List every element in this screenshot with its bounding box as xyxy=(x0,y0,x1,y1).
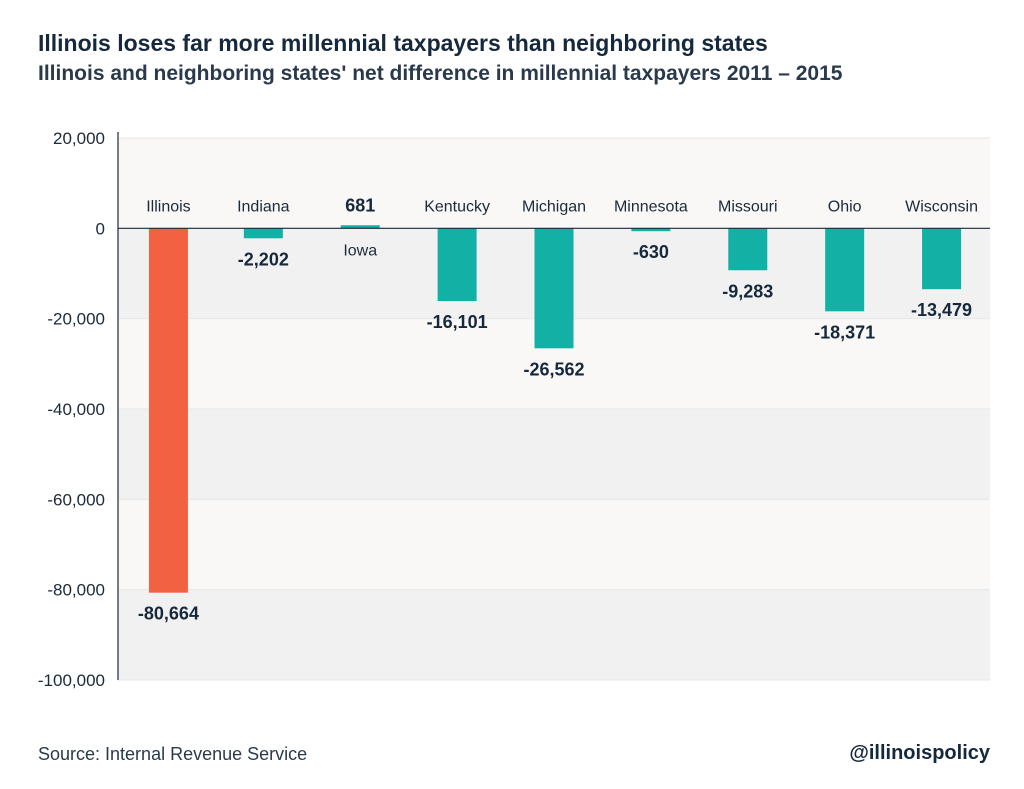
value-label: 681 xyxy=(345,195,375,215)
bar-iowa xyxy=(340,225,380,229)
bar-minnesota xyxy=(631,228,671,232)
bar-indiana xyxy=(243,228,283,239)
y-tick-label: -80,000 xyxy=(47,581,105,600)
bar-illinois xyxy=(148,228,188,593)
axes xyxy=(117,132,990,680)
value-label: -630 xyxy=(633,242,669,262)
background-band xyxy=(118,138,990,229)
value-label: -80,664 xyxy=(138,604,199,624)
chart-title: Illinois loses far more millennial taxpa… xyxy=(38,30,768,56)
bar-kentucky xyxy=(437,228,477,302)
category-label: Missouri xyxy=(718,198,778,215)
y-tick-label: -100,000 xyxy=(38,671,105,690)
y-tick-labels: 20,000 0 -20,000 -40,000 -60,000 -80,000 -100,… xyxy=(38,129,105,690)
background-band xyxy=(118,499,990,590)
category-labels: Illinois Indiana Iowa Kentucky Michigan Minne… xyxy=(146,198,978,259)
category-label: Minnesota xyxy=(614,198,688,215)
background-band xyxy=(118,589,990,680)
category-label: Ohio xyxy=(828,198,862,215)
value-label: -2,202 xyxy=(238,249,289,269)
category-label: Illinois xyxy=(146,198,190,215)
bars xyxy=(148,225,962,593)
value-label: -26,562 xyxy=(523,359,584,379)
chart-subtitle: Illinois and neighboring states' net dif… xyxy=(38,62,843,85)
category-label: Kentucky xyxy=(424,198,490,215)
bar-michigan xyxy=(534,228,574,349)
y-tick-label: -40,000 xyxy=(47,400,105,419)
category-label: Iowa xyxy=(343,242,377,259)
bar-missouri xyxy=(728,228,768,271)
value-label: -18,371 xyxy=(814,322,875,342)
y-tick-label: -60,000 xyxy=(47,490,105,509)
y-tick-label: 0 xyxy=(96,219,105,238)
value-label: -16,101 xyxy=(427,312,488,332)
y-tick-label: -20,000 xyxy=(47,310,105,329)
source-note: Source: Internal Revenue Service xyxy=(38,744,308,764)
value-labels: -80,664 -2,202 681 -16,101 -26,562 -630 -9,283… xyxy=(138,195,972,623)
background-band xyxy=(118,409,990,500)
value-label: -13,479 xyxy=(911,300,972,320)
bar-ohio xyxy=(825,228,865,312)
category-label: Michigan xyxy=(522,198,586,215)
brand-handle: @illinoispolicy xyxy=(849,742,990,764)
value-label: -9,283 xyxy=(722,281,773,301)
category-label: Indiana xyxy=(237,198,290,215)
category-label: Wisconsin xyxy=(905,198,978,215)
y-tick-label: 20,000 xyxy=(53,129,105,148)
bar-wisconsin xyxy=(922,228,962,290)
